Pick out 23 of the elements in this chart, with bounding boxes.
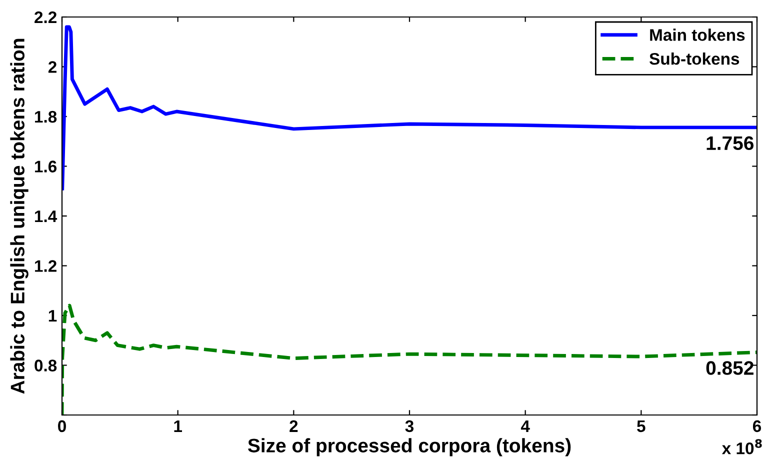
y-tick-label: 2 — [48, 61, 56, 73]
x-axis-title: Size of processed corpora (tokens) — [248, 438, 571, 456]
y-tick-label: 1.4 — [35, 210, 58, 222]
x-tick-label: 4 — [520, 420, 530, 432]
y-tick-label: 0.8 — [34, 360, 57, 372]
x-tick-label: 5 — [637, 420, 646, 432]
annotation: 0.852 — [706, 361, 754, 375]
text: x 10$^{8}$ — [722, 439, 762, 454]
legend-label: Sub-tokens — [650, 52, 740, 65]
x-tick-label: 1 — [174, 420, 182, 432]
x-tick-label: 0 — [58, 420, 66, 432]
annotation: 1.756 — [706, 136, 754, 150]
x-tick-label: 2 — [290, 420, 298, 432]
legend-label: Main tokens — [650, 28, 745, 41]
y-tick-label: 2.2 — [34, 11, 56, 24]
y-tick-label: 1.2 — [35, 260, 56, 272]
x-tick-label: 3 — [405, 420, 414, 432]
line-series — [62, 25, 757, 190]
x-tick-label: 6 — [752, 420, 762, 432]
y-tick-label: 1.8 — [35, 110, 57, 123]
y-tick-label: 1 — [48, 310, 57, 322]
y-axis-title: Arabic to English unique tokens ration — [10, 38, 28, 394]
y-tick-label: 1.6 — [35, 160, 57, 172]
